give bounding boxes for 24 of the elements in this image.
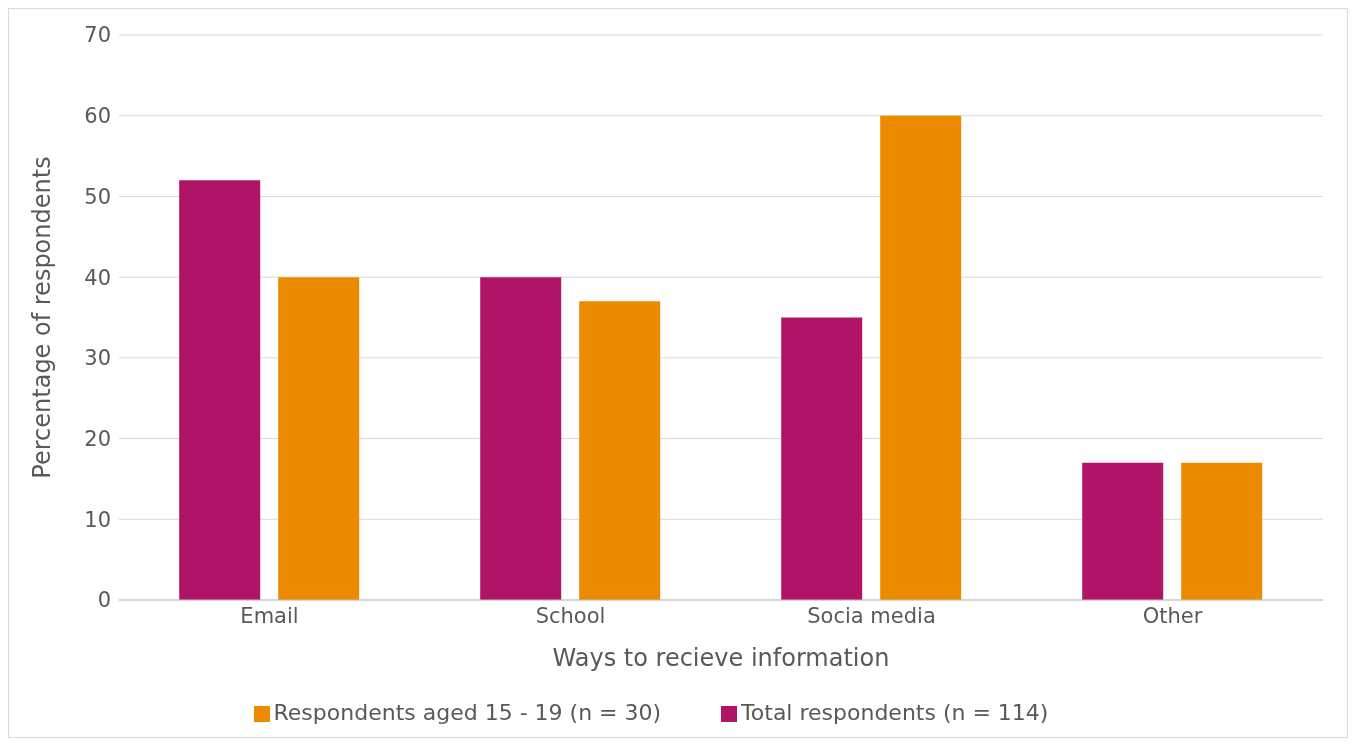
y-tick-label: 70 [84,23,111,48]
x-axis-title: Ways to recieve information [552,644,890,672]
x-tick-label: Socia media [807,603,936,628]
bar [880,115,962,600]
y-tick-label: 10 [84,507,111,532]
y-axis-title: Percentage of respondents [27,156,56,479]
x-tick-label: Other [1142,603,1203,628]
x-tick-label: Email [240,603,299,628]
y-tick-label: 50 [84,184,111,209]
bar [1082,462,1164,600]
legend-label: Total respondents (n = 114) [741,700,1049,725]
bar [1181,462,1263,600]
legend-label: Respondents aged 15 - 19 (n = 30) [273,700,662,725]
y-tick-label: 0 [97,588,111,613]
bar [179,180,261,600]
bar [579,301,661,600]
y-tick-label: 40 [84,265,111,290]
bar [480,277,562,600]
y-tick-label: 20 [84,427,111,452]
bar [278,277,360,600]
bar [781,317,863,600]
x-tick-label: School [535,603,606,628]
y-tick-label: 30 [84,346,111,371]
y-tick-label: 60 [84,104,111,129]
